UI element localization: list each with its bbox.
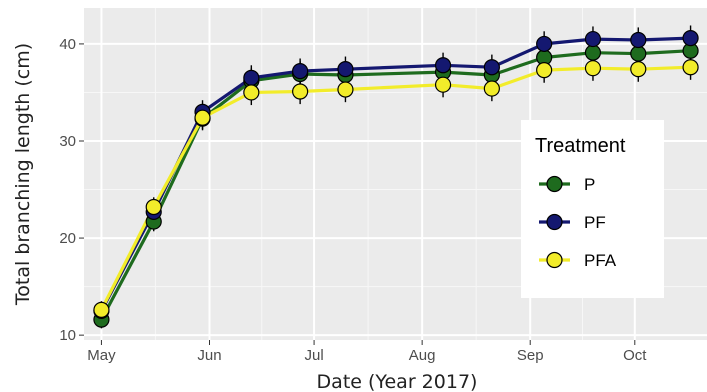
- y-axis: 10 20 30 40: [59, 36, 84, 344]
- data-point-pf: [630, 31, 647, 49]
- data-point-pf: [584, 30, 602, 48]
- data-point-pfa: [584, 60, 602, 77]
- data-point-pfa: [145, 198, 162, 216]
- legend-label-pfa: PFA: [584, 251, 617, 270]
- data-point-pfa: [630, 61, 647, 78]
- data-point-pf: [682, 29, 699, 47]
- legend: Treatment P PF PFA: [521, 120, 664, 298]
- data-point-pfa: [194, 109, 211, 126]
- data-point-pf: [536, 35, 553, 53]
- legend-box: [521, 120, 664, 298]
- x-axis-title: Date (Year 2017): [317, 371, 478, 392]
- data-point-p: [630, 45, 647, 62]
- x-tick-label: Sep: [517, 347, 544, 364]
- y-axis-title: Total branching length (cm): [12, 43, 34, 306]
- data-point-pfa: [682, 59, 699, 76]
- legend-title: Treatment: [535, 135, 626, 157]
- legend-key-marker: [546, 213, 563, 231]
- grid-minor: [84, 8, 707, 340]
- data-point-pfa: [483, 80, 500, 97]
- data-point-p: [584, 44, 602, 61]
- series-points: [93, 29, 699, 328]
- data-point-pf: [243, 69, 260, 86]
- data-point-pf: [483, 59, 500, 76]
- x-tick-label: May: [87, 347, 116, 364]
- data-point-pf: [434, 57, 452, 74]
- legend-label-pf: PF: [584, 213, 606, 232]
- data-point-pfa: [337, 81, 354, 98]
- data-point-pfa: [292, 83, 309, 100]
- data-point-pfa: [93, 301, 110, 319]
- x-tick-label: Oct: [623, 347, 647, 364]
- data-point-pf: [292, 62, 309, 80]
- legend-key-marker: [546, 175, 563, 193]
- y-tick-label: 40: [59, 36, 76, 53]
- x-tick-label: Aug: [409, 347, 436, 364]
- x-tick-label: Jun: [197, 347, 221, 364]
- data-point-pfa: [536, 62, 553, 79]
- legend-label-p: P: [584, 175, 595, 194]
- y-tick-label: 30: [59, 133, 76, 150]
- x-tick-label: Jul: [304, 347, 323, 364]
- data-point-pf: [337, 61, 354, 78]
- y-tick-label: 20: [59, 230, 76, 247]
- x-axis: May Jun Jul Aug Sep Oct: [87, 340, 647, 364]
- data-point-pfa: [243, 84, 260, 101]
- legend-key-marker: [546, 251, 563, 269]
- y-tick-label: 10: [59, 327, 76, 344]
- data-point-pfa: [434, 76, 452, 93]
- legend-items: P PF PFA: [539, 175, 617, 270]
